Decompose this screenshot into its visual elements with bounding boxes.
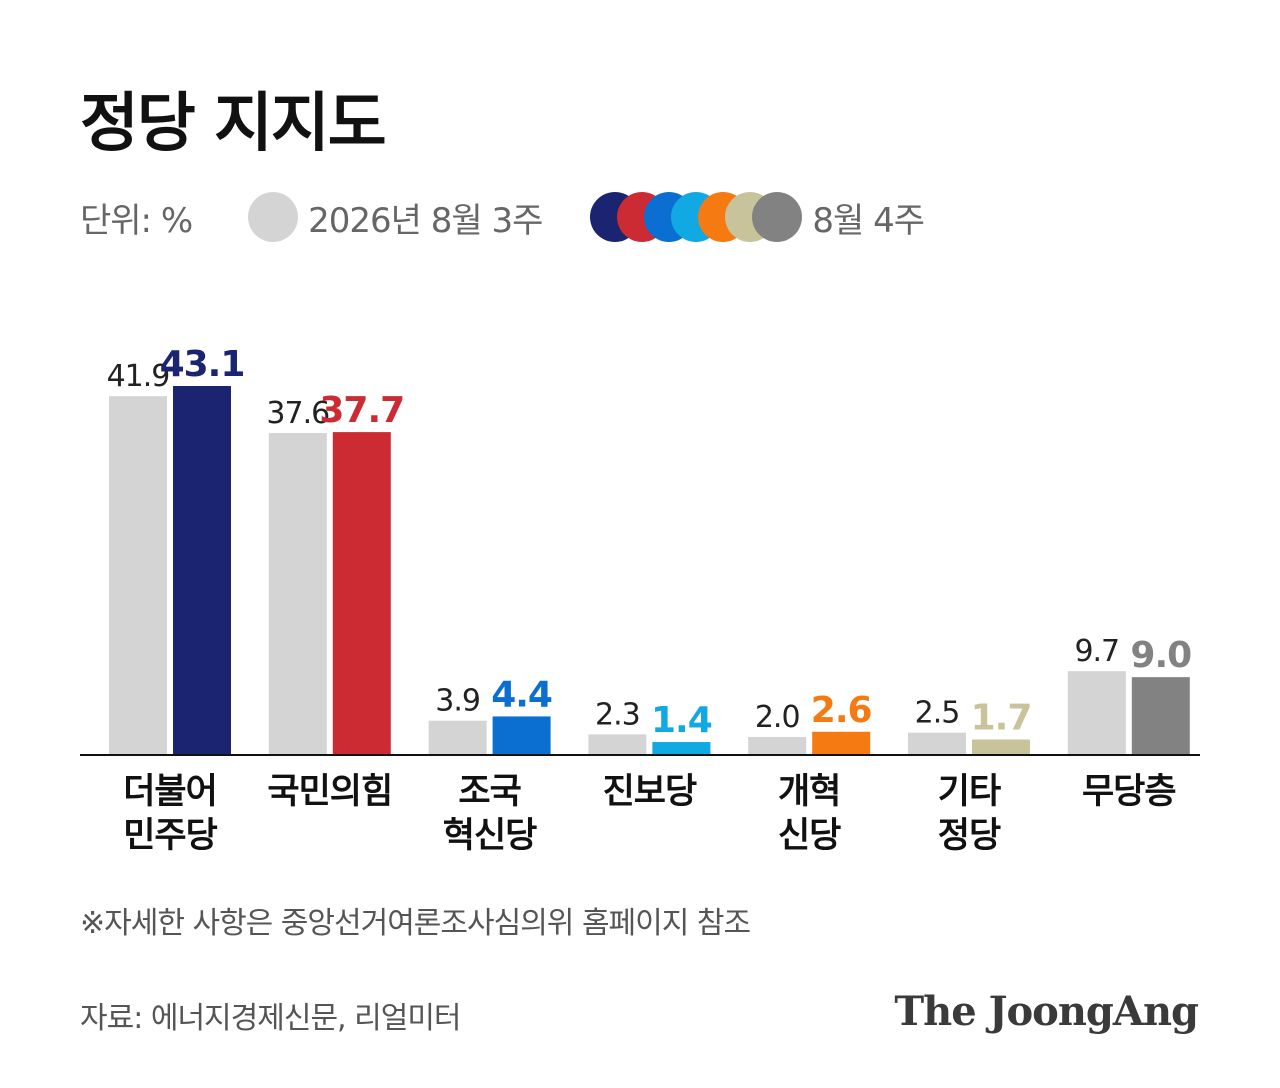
unit-label: 단위: % [80,200,193,241]
category-label: 무당층 [1082,772,1176,812]
bar-current [972,739,1030,754]
data-label-current: 37.7 [319,390,404,431]
category-label: 조국 [458,772,521,812]
category-label: 개혁 [778,772,840,812]
data-label-current: 1.4 [651,700,712,741]
legend-current-swatches [590,192,803,242]
bar-current [652,742,711,754]
bar-current [332,432,391,754]
legend: 단위: % 2026년 8월 3주 8월 4주 [80,190,925,244]
data-label-previous: 3.9 [435,684,480,719]
bar-previous [109,396,167,754]
category-label: 민주당 [123,816,217,856]
data-label-current: 4.4 [491,674,552,715]
footnote: ※자세한 사항은 중앙선거여론조사심의위 홈페이지 참조 [80,906,751,941]
category-label: 기타 [938,772,1001,812]
category-label: 진보당 [603,772,697,812]
data-label-previous: 2.5 [915,696,960,731]
data-label-current: 2.6 [811,690,872,731]
legend-current-swatch [752,192,803,242]
bar-current [173,386,231,754]
bar-current [812,731,871,754]
data-label-current: 43.1 [160,344,245,385]
brand-logo: The JoongAng [894,988,1199,1035]
data-label-previous: 2.0 [755,700,800,735]
bar-previous [428,720,487,754]
category-label: 더불어 [123,772,217,812]
category-label: 정당 [938,816,1001,856]
data-label-current: 9.0 [1130,635,1191,676]
bar-previous [268,432,327,754]
source-label: 자료: 에너지경제신문, 리얼미터 [80,1001,462,1036]
data-label-previous: 37.6 [266,396,329,431]
data-label-previous: 41.9 [107,359,170,394]
bar-previous [588,734,647,754]
data-label-previous: 2.3 [595,697,640,732]
category-label: 혁신당 [443,816,537,856]
data-label-current: 1.7 [971,697,1032,738]
bar-previous [908,732,966,754]
bar-current [492,716,551,754]
data-label-previous: 9.7 [1074,634,1119,669]
category-label: 신당 [778,816,841,856]
bar-previous [1067,671,1126,754]
legend-current-label: 8월 4주 [812,200,925,241]
chart-title: 정당 지지도 [80,87,387,161]
bar-current [1131,677,1190,754]
legend-previous-label: 2026년 8월 3주 [308,200,543,241]
category-label: 국민의힘 [267,772,392,812]
bar-previous [748,736,807,754]
legend-previous-swatch [248,192,299,242]
